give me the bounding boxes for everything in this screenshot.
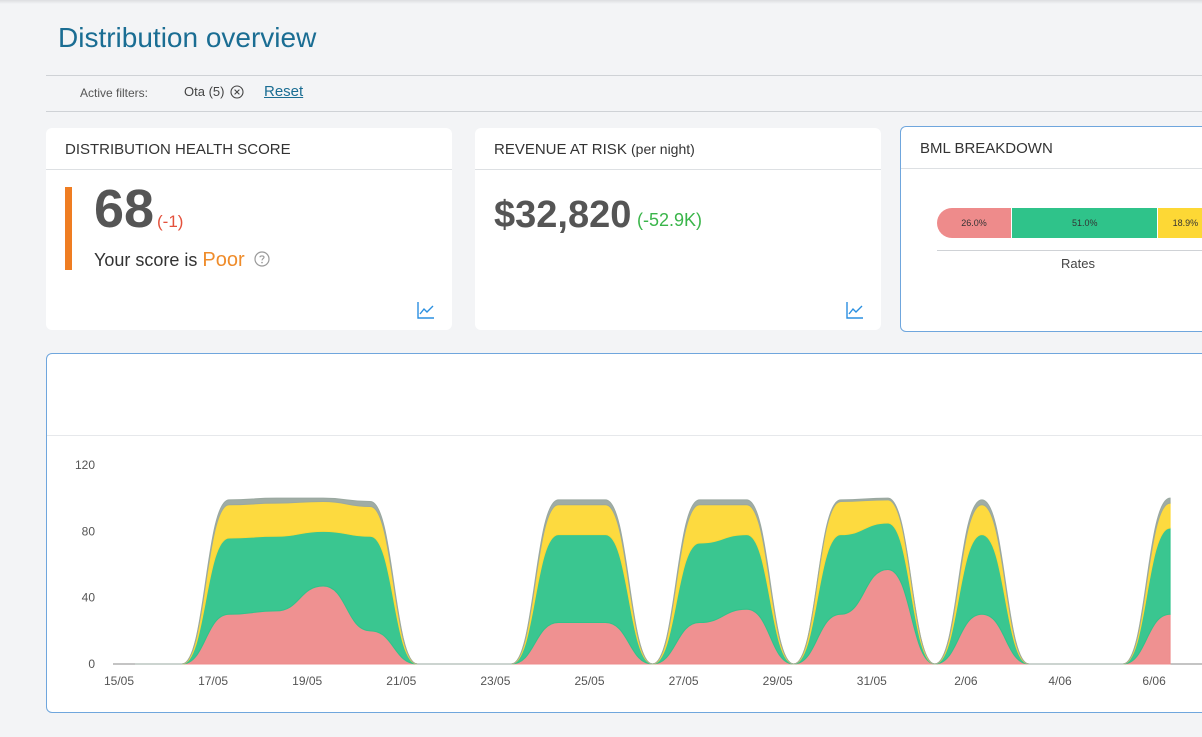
filter-chip-ota: Ota (5) [184,84,245,99]
bml-segment[interactable]: 51.0% [1011,208,1158,238]
score-status-text: Your score is Poor [94,249,270,272]
chart-divider [47,435,1202,436]
active-filters-bar: Active filters: Ota (5) Reset [46,75,1202,112]
x-tick-label: 21/05 [386,674,416,688]
score-text-prefix: Your score is [94,250,198,270]
x-tick-label: 17/05 [198,674,228,688]
help-icon[interactable] [254,251,270,267]
x-tick-label: 25/05 [574,674,604,688]
health-score-card: DISTRIBUTION HEALTH SCORE 68 (-1) Your s… [46,128,452,330]
score-status: Poor [202,249,245,271]
bml-segment[interactable]: 26.0% [937,208,1012,238]
trend-chart-icon[interactable] [416,300,436,320]
revenue-value: $32,820 [494,194,632,236]
active-filters-label: Active filters: [80,86,149,100]
x-tick-label: 19/05 [292,674,322,688]
score-indicator-bar [65,187,72,270]
bml-title: BML BREAKDOWN [901,127,1202,169]
reset-filters-link[interactable]: Reset [264,83,304,100]
bml-category-label: Rates [1061,256,1095,271]
distribution-chart-card: 0 40 80 120 15/05 17/05 19/05 21/05 23/05 25/05 27… [46,353,1202,713]
revenue-title-main: REVENUE AT RISK [494,141,627,158]
revenue-title-suffix: (per night) [631,141,695,157]
revenue-title: REVENUE AT RISK (per night) [475,128,881,170]
page-title: Distribution overview [58,22,317,53]
x-tick-label: 29/05 [763,674,793,688]
area-series-3 [135,497,1171,665]
health-score-title: DISTRIBUTION HEALTH SCORE [46,128,452,170]
x-tick-label: 2/06 [954,674,978,688]
y-tick-label: 40 [82,591,96,605]
x-tick-label: 6/06 [1142,674,1166,688]
x-tick-label: 27/05 [669,674,699,688]
y-tick-label: 0 [88,657,95,671]
x-tick-label: 23/05 [480,674,510,688]
x-tick-label: 31/05 [857,674,887,688]
bml-stacked-bar: 26.0% 51.0% 18.9% [937,208,1202,238]
y-tick-label: 120 [75,458,95,472]
x-tick-label: 4/06 [1048,674,1072,688]
bml-segment[interactable]: 18.9% [1157,208,1202,238]
health-score-value: 68 [94,179,155,239]
health-score-delta: (-1) [157,212,184,231]
bml-breakdown-card[interactable]: BML BREAKDOWN 26.0% 51.0% 18.9% Rates [900,126,1202,332]
y-tick-label: 80 [82,524,96,538]
revenue-at-risk-card: REVENUE AT RISK (per night) $32,820 (-52… [475,128,881,330]
bml-axis-line [937,250,1202,251]
top-shadow [0,0,1202,4]
trend-chart-icon[interactable] [845,300,865,320]
remove-filter-icon[interactable] [230,84,245,99]
revenue-delta: (-52.9K) [637,210,703,230]
stacked-area-chart: 0 40 80 120 15/05 17/05 19/05 21/05 23/05 25/05 27… [75,458,1202,688]
x-tick-label: 15/05 [104,674,134,688]
filter-chip-label: Ota (5) [184,84,225,99]
